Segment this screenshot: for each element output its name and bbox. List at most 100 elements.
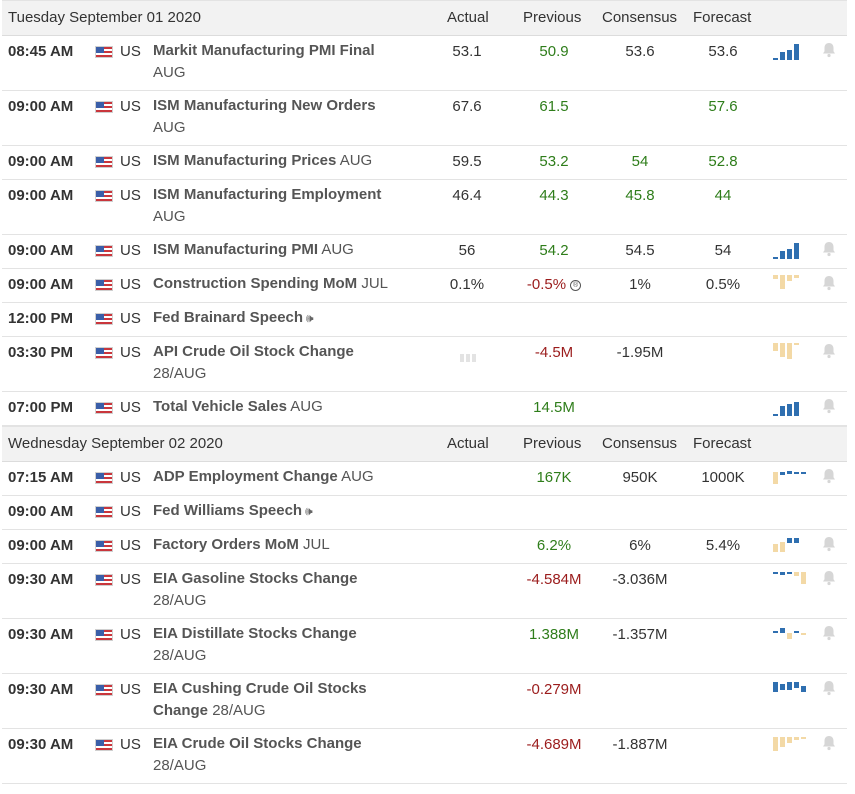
event-row[interactable]: 07:15 AM US ADP Employment Change AUG 16… [2, 462, 847, 496]
event-country: US [120, 503, 141, 520]
event-name[interactable]: API Crude Oil Stock Change [153, 343, 354, 360]
bell-icon[interactable] [822, 42, 838, 60]
event-period: AUG [290, 398, 323, 415]
event-row[interactable]: 09:30 AM US EIA Gasoline Stocks Change 28… [2, 564, 847, 619]
event-title[interactable]: ISM Manufacturing Employment AUG [153, 184, 423, 228]
mini-chart-icon[interactable] [773, 468, 807, 486]
event-time: 09:30 AM [8, 681, 74, 698]
event-row[interactable]: 07:00 PM US Total Vehicle Sales AUG 14.5… [2, 392, 847, 426]
event-country: US [120, 43, 141, 60]
event-title[interactable]: Total Vehicle Sales AUG [153, 396, 443, 418]
event-title[interactable]: ISM Manufacturing Prices AUG [153, 150, 443, 172]
forecast-value: 44 [714, 187, 732, 204]
forecast-value: 53.6 [708, 43, 738, 60]
event-row[interactable]: 09:00 AM US Fed Williams Speech 🕪 [2, 496, 847, 530]
event-title[interactable]: EIA Crude Oil Stocks Change 28/AUG [153, 733, 423, 777]
event-title[interactable]: EIA Distillate Stocks Change 28/AUG [153, 623, 423, 667]
event-period: AUG [153, 208, 186, 225]
event-title[interactable]: Fed Williams Speech 🕪 [153, 500, 443, 522]
event-row[interactable]: 09:00 AM US Factory Orders MoM JUL 6.2% … [2, 530, 847, 564]
previous-value: 53.2 [539, 153, 569, 170]
consensus-value: 6% [629, 537, 651, 554]
bell-icon[interactable] [822, 468, 838, 486]
event-time: 09:00 AM [8, 276, 74, 293]
event-time: 09:00 AM [8, 537, 74, 554]
mini-chart-icon[interactable] [773, 536, 807, 554]
mini-chart-icon[interactable] [773, 275, 807, 293]
bell-icon[interactable] [822, 570, 838, 588]
event-name[interactable]: Markit Manufacturing PMI Final [153, 42, 375, 59]
bell-icon[interactable] [822, 536, 838, 554]
previous-cell: -0.5% ® [514, 276, 594, 293]
mini-chart-icon[interactable] [773, 42, 807, 60]
event-name[interactable]: EIA Distillate Stocks Change [153, 625, 357, 642]
event-name[interactable]: ADP Employment Change [153, 468, 338, 485]
event-title[interactable]: EIA Gasoline Stocks Change 28/AUG [153, 568, 423, 612]
event-row[interactable]: 09:00 AM US ISM Manufacturing New Orders… [2, 91, 847, 146]
forecast-value: 54 [714, 242, 732, 259]
day-header: Tuesday September 01 2020 Actual Previou… [2, 0, 847, 36]
mini-chart-icon[interactable] [773, 343, 807, 361]
mini-chart-icon[interactable] [773, 570, 807, 588]
event-row[interactable]: 08:45 AM US Markit Manufacturing PMI Fin… [2, 36, 847, 91]
previous-value: 1.388M [528, 626, 580, 643]
event-time: 09:00 AM [8, 503, 74, 520]
event-row[interactable]: 12:00 PM US Fed Brainard Speech 🕪 [2, 303, 847, 337]
consensus-value: 1% [629, 276, 651, 293]
mini-chart-icon[interactable] [773, 680, 807, 698]
event-name[interactable]: ISM Manufacturing New Orders [153, 97, 376, 114]
event-title[interactable]: ISM Manufacturing PMI AUG [153, 239, 443, 261]
event-row[interactable]: 09:00 AM US ISM Manufacturing Prices AUG… [2, 146, 847, 180]
revised-icon: ® [570, 279, 582, 291]
event-row[interactable]: 09:00 AM US ISM Manufacturing PMI AUG 56… [2, 235, 847, 269]
event-row[interactable]: 03:30 PM US API Crude Oil Stock Change 28… [2, 337, 847, 392]
previous-value: 54.2 [539, 242, 569, 259]
event-title[interactable]: ISM Manufacturing New Orders AUG [153, 95, 423, 139]
event-name[interactable]: Total Vehicle Sales [153, 398, 287, 415]
event-country: US [120, 469, 141, 486]
event-title[interactable]: Factory Orders MoM JUL [153, 534, 443, 556]
event-row[interactable]: 09:30 AM US EIA Crude Oil Stocks Change 2… [2, 729, 847, 784]
event-row[interactable]: 09:00 AM US ISM Manufacturing Employment… [2, 180, 847, 235]
event-title[interactable]: ADP Employment Change AUG [153, 466, 443, 488]
event-period: AUG [341, 468, 374, 485]
us-flag-icon [95, 313, 113, 325]
event-row[interactable]: 09:00 AM US Construction Spending MoM JU… [2, 269, 847, 303]
event-title[interactable]: Markit Manufacturing PMI Final AUG [153, 40, 423, 84]
event-name[interactable]: EIA Gasoline Stocks Change [153, 570, 358, 587]
event-name[interactable]: ISM Manufacturing Employment [153, 186, 382, 203]
event-row[interactable]: 09:30 AM US EIA Cushing Crude Oil Stocks… [2, 674, 847, 729]
bell-icon[interactable] [822, 398, 838, 416]
event-title[interactable]: API Crude Oil Stock Change 28/AUG [153, 341, 423, 385]
us-flag-icon [95, 190, 113, 202]
event-name[interactable]: Fed Williams Speech [153, 502, 303, 519]
bell-icon[interactable] [822, 275, 838, 293]
bell-icon[interactable] [822, 735, 838, 753]
bell-icon[interactable] [822, 241, 838, 259]
event-name[interactable]: EIA Cushing Crude Oil Stocks Change [153, 680, 367, 719]
mini-chart-icon[interactable] [773, 735, 807, 753]
event-name[interactable]: Fed Brainard Speech [153, 309, 304, 326]
event-title[interactable]: Fed Brainard Speech 🕪 [153, 307, 443, 329]
event-name[interactable]: ISM Manufacturing Prices [153, 152, 337, 169]
mini-chart-icon[interactable] [773, 625, 807, 643]
event-name[interactable]: Construction Spending MoM [153, 275, 358, 292]
event-country: US [120, 187, 141, 204]
event-name[interactable]: EIA Crude Oil Stocks Change [153, 735, 362, 752]
bell-icon[interactable] [822, 625, 838, 643]
bell-icon[interactable] [822, 680, 838, 698]
consensus-value: -1.887M [612, 736, 668, 753]
consensus-value: 54 [631, 153, 649, 170]
event-period: 28/AUG [153, 365, 207, 382]
event-name[interactable]: ISM Manufacturing PMI [153, 241, 318, 258]
event-country: US [120, 310, 141, 327]
event-title[interactable]: EIA Cushing Crude Oil Stocks Change 28/A… [153, 678, 393, 722]
event-period: AUG [321, 241, 354, 258]
event-country: US [120, 98, 141, 115]
event-title[interactable]: Construction Spending MoM JUL [153, 273, 443, 295]
event-row[interactable]: 09:30 AM US EIA Distillate Stocks Change… [2, 619, 847, 674]
mini-chart-icon[interactable] [773, 241, 807, 259]
bell-icon[interactable] [822, 343, 838, 361]
event-name[interactable]: Factory Orders MoM [153, 536, 299, 553]
mini-chart-icon[interactable] [773, 398, 807, 416]
